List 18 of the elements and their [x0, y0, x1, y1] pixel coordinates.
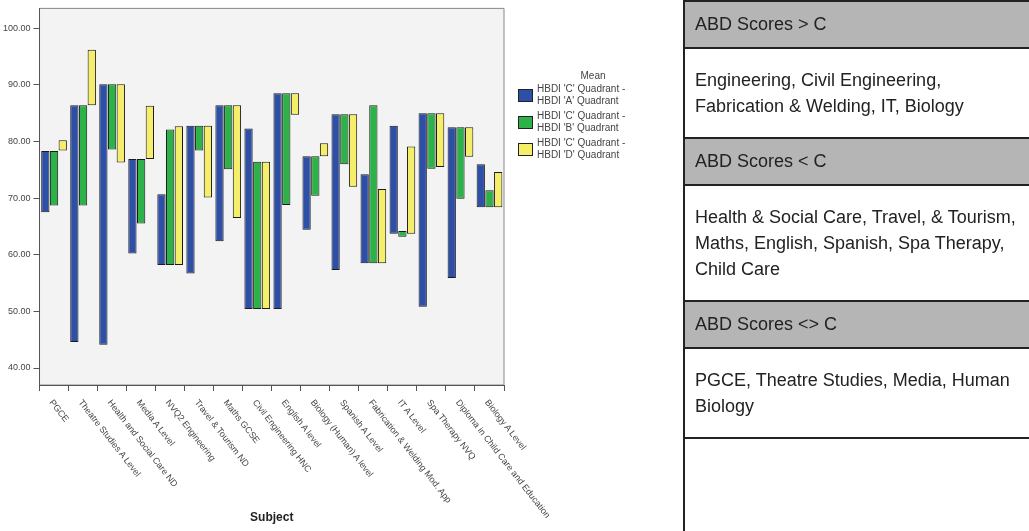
legend-title: Mean	[579, 70, 607, 81]
text: ABD Scores > C	[685, 2, 1029, 49]
y-tick-label: 50.00	[8, 305, 31, 316]
text: ABD Scores <> C	[685, 302, 1029, 349]
y-tick-label: 90.00	[8, 79, 31, 90]
legend-label: HBDI 'C' Quadrant - HBDI 'D' Quadrant	[537, 137, 627, 161]
text: PGCE, Theatre Studies, Media, Human Biology	[685, 349, 1029, 439]
legend-label: HBDI 'C' Quadrant - HBDI 'B' Quadrant	[537, 110, 627, 134]
y-tick-label: 70.00	[8, 192, 31, 203]
text: Engineering, Civil Engineering, Fabrication & Welding, IT, Biology	[685, 49, 1029, 139]
x-axis-title: Subject	[250, 510, 294, 525]
y-tick-label: 60.00	[8, 249, 31, 260]
text: Health & Social Care, Travel, & Tourism, Maths, English, Spanish, Spa Therapy, Child Care	[685, 186, 1029, 302]
y-tick-label: 100.00	[3, 22, 31, 33]
y-tick-label: 40.00	[8, 362, 31, 373]
legend-label: HBDI 'C' Quadrant - HBDI 'A' Quadrant	[537, 83, 627, 107]
y-tick-label: 80.00	[8, 135, 31, 146]
text: ABD Scores < C	[685, 139, 1029, 186]
